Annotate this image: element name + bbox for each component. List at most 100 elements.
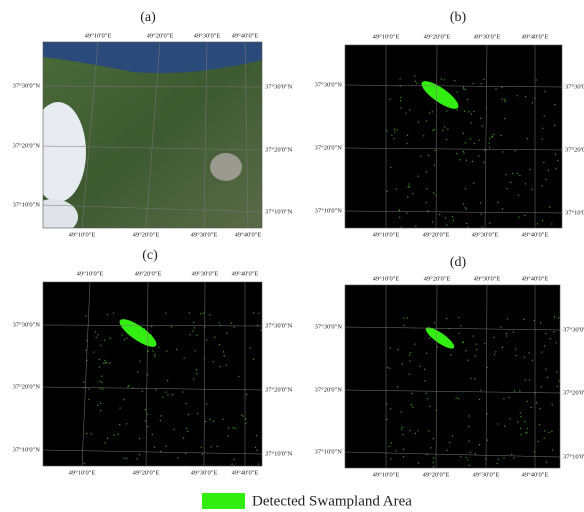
bottom-tick-label: 49°30'0"E [191, 469, 218, 476]
speckle [524, 357, 525, 358]
speckle [93, 352, 94, 353]
speckle [401, 411, 402, 412]
speckle [188, 414, 189, 415]
speckle [446, 318, 447, 319]
speckle [432, 221, 433, 222]
speckle [529, 352, 530, 353]
speckle [393, 138, 394, 139]
speckle [555, 154, 556, 155]
speckle [238, 376, 239, 377]
speckle [403, 317, 404, 318]
speckle [140, 360, 141, 361]
map [28, 42, 262, 235]
speckle [201, 447, 202, 448]
speckle [241, 415, 242, 416]
speckle [394, 129, 395, 130]
speckle [137, 371, 138, 372]
speckle [525, 96, 526, 97]
speckle [473, 183, 474, 184]
speckle [206, 404, 207, 405]
speckle [505, 101, 506, 102]
speckle [544, 345, 545, 346]
speckle [223, 419, 224, 420]
top-tick-label: 49°40'0"E [522, 275, 549, 282]
right-tick-label: 37°20'0"N [563, 389, 584, 396]
speckle [430, 447, 431, 448]
speckle [444, 79, 445, 80]
speckle [536, 79, 537, 80]
speckle [160, 451, 161, 452]
speckle [415, 433, 416, 434]
speckle [124, 399, 125, 400]
speckle [500, 135, 501, 136]
speckle [173, 429, 174, 430]
speckle [465, 350, 466, 351]
speckle [402, 427, 403, 428]
speckle [457, 109, 458, 110]
speckle [160, 420, 161, 421]
speckle [196, 335, 197, 336]
speckle [434, 165, 435, 166]
speckle [551, 431, 552, 432]
speckle [532, 360, 533, 361]
speckle [470, 138, 471, 139]
speckle [519, 390, 520, 391]
speckle [410, 352, 411, 353]
speckle [167, 380, 168, 381]
speckle [202, 454, 203, 455]
left-tick-label: 37°30'0"N [13, 82, 41, 89]
speckle [178, 457, 179, 458]
speckle [196, 369, 197, 370]
speckle [502, 208, 503, 209]
top-tick-label: 49°30'0"E [474, 275, 501, 282]
speckle [429, 112, 430, 113]
speckle [556, 342, 557, 343]
speckle [489, 147, 490, 148]
speckle [211, 446, 212, 447]
speckle [119, 424, 120, 425]
speckle [416, 83, 417, 84]
speckle [226, 365, 227, 366]
legend-label: Detected Swampland Area [252, 493, 412, 509]
speckle [484, 150, 485, 151]
speckle [107, 314, 108, 315]
speckle [253, 312, 254, 313]
speckle [513, 332, 514, 333]
speckle [463, 133, 464, 134]
speckle [426, 202, 427, 203]
speckle [99, 366, 100, 367]
city [210, 153, 242, 181]
speckle [530, 407, 531, 408]
speckle [511, 454, 512, 455]
speckle [197, 413, 198, 414]
speckle [127, 386, 128, 387]
speckle [186, 428, 187, 429]
left-tick-label: 37°10'0"N [13, 446, 41, 453]
top-tick-label: 49°20'0"E [424, 33, 451, 40]
speckle [465, 457, 466, 458]
speckle [425, 380, 426, 381]
speckle [433, 462, 434, 463]
speckle [517, 421, 518, 422]
speckle [439, 214, 440, 215]
map [43, 282, 262, 467]
speckle [182, 391, 183, 392]
speckle [446, 110, 447, 111]
speckle [186, 403, 187, 404]
speckle [100, 410, 101, 411]
speckle [407, 135, 408, 136]
speckle [463, 87, 464, 88]
speckle [104, 340, 105, 341]
speckle [550, 338, 551, 339]
speckle [497, 463, 498, 464]
top-tick-label: 49°40'0"E [232, 270, 259, 277]
speckle [88, 399, 89, 400]
right-tick-label: 37°10'0"N [565, 209, 584, 216]
speckle [183, 437, 184, 438]
top-tick-label: 49°30'0"E [474, 33, 501, 40]
speckle [101, 382, 102, 383]
speckle [233, 427, 234, 428]
speckle [100, 345, 101, 346]
speckle [399, 78, 400, 79]
speckle [478, 139, 479, 140]
